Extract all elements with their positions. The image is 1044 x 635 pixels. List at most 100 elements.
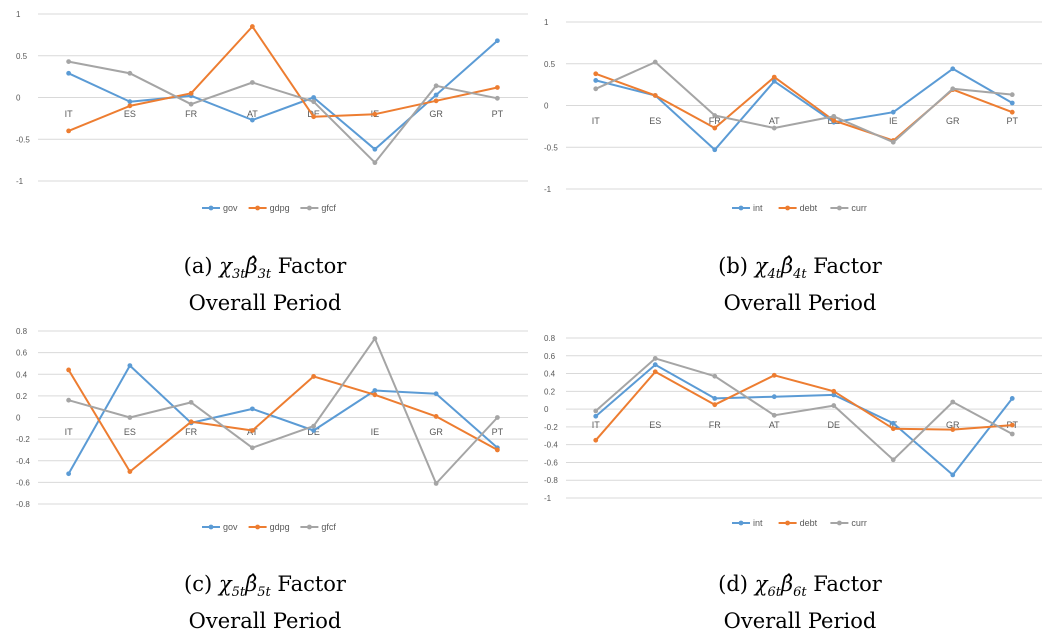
legend-label-int: int: [753, 203, 763, 213]
legend-marker-debt: [785, 205, 790, 211]
caption-beta-sub: 3t: [257, 267, 272, 283]
caption-label: (b): [718, 254, 749, 278]
x-category-label: DE: [307, 109, 320, 119]
data-point-debt: [652, 369, 658, 375]
y-tick-label: -0.5: [544, 143, 558, 152]
data-point-curr: [831, 113, 837, 119]
caption-a: (a) χ3tβ̂3t Factor Overall Period: [55, 252, 475, 317]
x-category-label: ES: [124, 427, 136, 437]
series-line-gdpg: [67, 369, 498, 473]
x-category-label: FR: [185, 109, 197, 119]
data-point-curr: [593, 86, 599, 92]
x-category-label: FR: [709, 420, 721, 430]
line-chart-d: 0.8 0.6 0.4 0.2 0 -0.2 -0.4 -0.6 -0.8 -1 IT ES FR AT D…: [544, 334, 1042, 528]
caption-label: (d): [718, 572, 749, 596]
y-tick-label: -0.6: [16, 478, 30, 487]
series-line-curr: [595, 61, 1013, 144]
series-line-gov: [67, 364, 499, 475]
data-point-curr: [712, 113, 718, 118]
caption-c: (c) χ5tβ̂5t Factor Overall Period: [55, 570, 475, 635]
data-point-gfcf: [249, 80, 255, 85]
data-point-debt: [1009, 422, 1015, 428]
x-category-label: GR: [946, 116, 960, 126]
data-point-gdpg: [66, 128, 72, 134]
data-point-debt: [593, 71, 599, 77]
data-point-gov: [249, 117, 255, 123]
data-point-curr: [771, 125, 777, 131]
data-point-gov: [249, 406, 255, 412]
y-tick-label: 0.8: [544, 334, 556, 343]
x-category-label: IT: [65, 427, 74, 437]
data-point-gov: [66, 471, 72, 477]
legend-marker-curr: [837, 520, 842, 526]
caption-chi: χ: [219, 254, 232, 278]
y-tick-label: 1: [544, 18, 549, 27]
data-point-gdpg: [311, 114, 317, 120]
x-category-label: AT: [247, 109, 258, 119]
legend-label-debt: debt: [800, 203, 818, 213]
caption-beta-sub: 4t: [793, 267, 807, 283]
x-category-label: PT: [492, 427, 504, 437]
y-tick-label: 0.4: [16, 370, 28, 379]
caption-chi: χ: [218, 572, 232, 596]
data-point-debt: [1009, 109, 1015, 115]
caption-beta-hat: β̂: [780, 572, 794, 596]
chart-panel-a: 10.50-0.5-1ITESFRATDEIEGRPTgovgdpggfcf: [0, 0, 530, 230]
data-point-gfcf: [433, 83, 439, 89]
data-point-gdpg: [249, 428, 255, 433]
data-point-int: [771, 394, 777, 400]
series-line-gfcf: [68, 337, 499, 485]
data-point-int: [652, 362, 658, 368]
data-point-gdpg: [127, 469, 133, 474]
legend-marker-curr: [837, 205, 842, 211]
data-point-gfcf: [372, 160, 378, 166]
data-point-gov: [433, 391, 439, 397]
data-point-gdpg: [188, 90, 194, 96]
caption-word: Factor: [813, 572, 882, 596]
legend-marker-gov: [208, 205, 214, 211]
data-point-curr: [950, 399, 956, 405]
data-point-gfcf: [372, 336, 378, 341]
x-category-label: PT: [1006, 116, 1018, 126]
data-point-int: [1009, 100, 1015, 106]
caption-word: Factor: [813, 254, 882, 278]
caption-beta-sub: 5t: [257, 585, 271, 601]
x-category-label: GR: [429, 109, 443, 119]
data-point-gdpg: [372, 111, 378, 117]
data-point-gdpg: [433, 414, 439, 419]
data-point-int: [712, 396, 718, 401]
legend-label-gov: gov: [223, 522, 238, 532]
data-point-int: [950, 66, 956, 72]
x-category-label: FR: [709, 116, 721, 126]
data-point-gfcf: [433, 481, 439, 486]
x-category-label: FR: [185, 427, 197, 437]
y-tick-label: -0.8: [544, 476, 558, 485]
data-point-curr: [771, 412, 777, 418]
caption-chi-sub: 5t: [231, 585, 246, 601]
x-category-label: IT: [592, 420, 601, 430]
data-point-int: [593, 78, 599, 83]
caption-word: Factor: [277, 254, 347, 278]
y-tick-label: -1: [544, 494, 552, 503]
data-point-int: [712, 147, 718, 153]
data-point-curr: [593, 408, 599, 414]
y-tick-label: -0.8: [16, 500, 30, 509]
legend-label-gfcf: gfcf: [321, 522, 336, 532]
legend-label-curr: curr: [851, 518, 867, 528]
data-point-gdpg: [66, 367, 72, 373]
x-category-label: PT: [492, 109, 504, 119]
legend-label-int: int: [753, 518, 763, 528]
series-line-debt: [595, 72, 1013, 142]
data-point-gfcf: [188, 101, 194, 107]
line-chart-b: 10.50-0.5-1ITESFRATDEIEGRPTintdebtcurr: [544, 18, 1042, 213]
legend-label-debt: debt: [800, 518, 818, 528]
caption-chi: χ: [754, 572, 768, 596]
data-point-gdpg: [127, 103, 133, 109]
legend-marker-gov: [208, 524, 214, 530]
caption-chi-sub: 6t: [767, 585, 781, 601]
y-tick-label: 0.8: [16, 327, 28, 336]
legend-marker-gfcf: [307, 205, 312, 211]
series-line-int: [595, 363, 1014, 476]
data-point-debt: [652, 93, 658, 98]
x-category-label: AT: [769, 420, 780, 430]
